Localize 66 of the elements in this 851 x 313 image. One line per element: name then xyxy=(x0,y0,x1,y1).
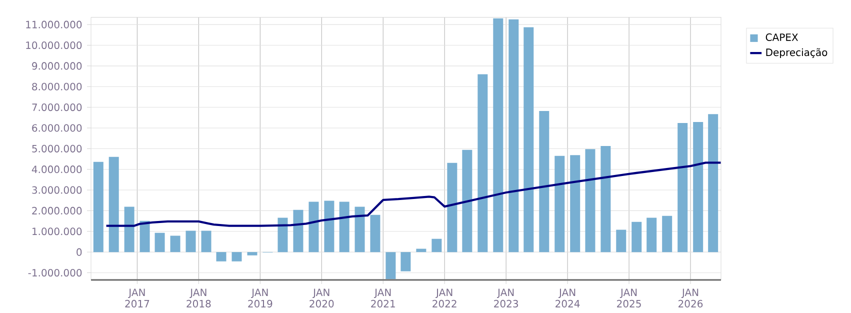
y-tick-label: 11.000.000 xyxy=(26,20,82,28)
y-tick-label: 10.000.000 xyxy=(26,41,82,50)
bar xyxy=(632,222,642,252)
bar xyxy=(154,232,165,252)
bar xyxy=(140,220,150,252)
y-tick-label: 4.000.000 xyxy=(32,166,82,174)
bar xyxy=(416,248,426,252)
bar xyxy=(324,200,334,252)
y-tick-label: 3.000.000 xyxy=(32,186,82,194)
y-tick-label: 5.000.000 xyxy=(32,144,82,152)
bar xyxy=(278,218,288,252)
bar xyxy=(201,230,212,252)
bar xyxy=(186,230,196,252)
bar xyxy=(432,238,442,252)
y-tick-label: 1.000.000 xyxy=(32,228,82,236)
bar xyxy=(170,236,180,252)
y-tick-label: 6.000.000 xyxy=(32,124,82,132)
bar xyxy=(462,150,472,252)
bar xyxy=(646,218,657,252)
y-tick-label: 7.000.000 xyxy=(32,104,82,112)
x-tick-label: JAN 2023 xyxy=(494,288,518,308)
bar xyxy=(539,111,550,252)
legend-label: Depreciação xyxy=(766,48,828,58)
bar xyxy=(478,74,488,252)
bar xyxy=(370,214,380,252)
x-tick-label: JAN 2018 xyxy=(186,288,211,308)
bar xyxy=(232,252,242,262)
legend-label: CAPEX xyxy=(766,33,798,41)
bar xyxy=(585,149,596,252)
bar xyxy=(124,206,134,252)
x-tick-label: JAN 2021 xyxy=(371,288,395,308)
bar xyxy=(508,19,519,252)
bar xyxy=(447,162,458,252)
bar xyxy=(339,202,350,252)
x-tick-label: JAN 2019 xyxy=(248,288,272,308)
bar xyxy=(708,114,718,252)
y-tick-label: 0 xyxy=(76,248,82,256)
bar xyxy=(93,162,104,252)
bar xyxy=(354,206,365,252)
bar xyxy=(662,216,672,252)
bar xyxy=(386,252,396,279)
bar xyxy=(678,123,688,252)
y-tick-label: 2.000.000 xyxy=(32,206,82,214)
bar xyxy=(247,252,258,256)
bar xyxy=(693,122,704,252)
y-tick-label: 8.000.000 xyxy=(32,82,82,90)
x-tick-label: JAN 2020 xyxy=(310,288,334,308)
y-tick-label: 9.000.000 xyxy=(32,62,82,70)
x-tick-label: JAN 2022 xyxy=(432,288,456,308)
y-tick-label: -1.000.000 xyxy=(28,268,82,277)
bar xyxy=(600,146,611,252)
bar xyxy=(524,27,534,252)
bar xyxy=(108,156,119,252)
bar xyxy=(400,252,411,272)
bar xyxy=(554,156,565,252)
bar xyxy=(308,202,319,252)
x-tick-label: JAN 2024 xyxy=(556,288,580,308)
bar xyxy=(293,210,304,252)
x-tick-label: JAN 2017 xyxy=(125,288,150,308)
x-tick-label: JAN 2026 xyxy=(678,288,703,308)
bar xyxy=(616,230,626,252)
line-series xyxy=(105,162,721,227)
x-tick-label: JAN 2025 xyxy=(617,288,641,308)
bar xyxy=(216,252,226,262)
bar xyxy=(493,18,504,252)
bar xyxy=(570,155,580,252)
